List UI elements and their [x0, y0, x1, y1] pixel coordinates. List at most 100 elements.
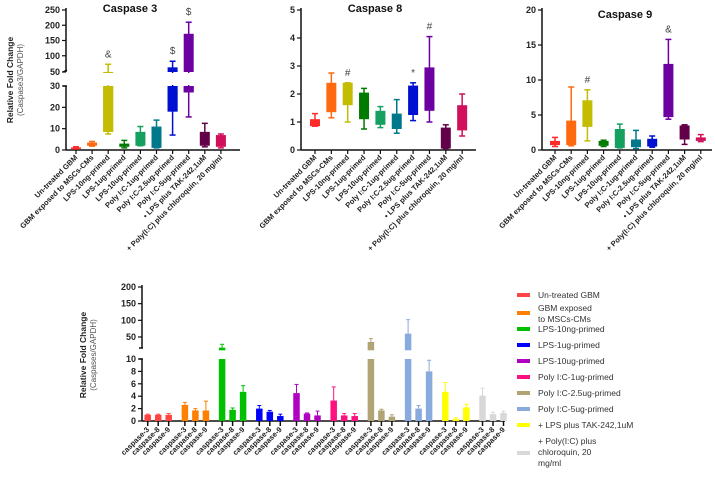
- significance-mark: #: [345, 68, 351, 79]
- box-3: [119, 139, 130, 149]
- box: [135, 131, 146, 146]
- bar-upper: [404, 333, 412, 351]
- legend-label: chloroquin, 20: [538, 447, 592, 457]
- bar: [229, 409, 236, 421]
- box: [342, 82, 353, 106]
- bar: [452, 419, 460, 421]
- box-1: [566, 86, 577, 147]
- bar-lower: [218, 359, 226, 421]
- box: [326, 82, 337, 113]
- box-lower: [167, 86, 178, 112]
- box-4: [375, 105, 386, 129]
- significance-mark: #: [427, 22, 433, 33]
- box-upper: [167, 67, 178, 72]
- axis-break-gap: [166, 73, 179, 85]
- box: [119, 143, 130, 147]
- bar: [479, 395, 486, 421]
- box-lower: [103, 86, 114, 132]
- box: [424, 67, 435, 111]
- legend-swatch: [517, 293, 530, 297]
- box-7: [182, 21, 195, 118]
- bar: [351, 416, 358, 421]
- legend-label: LPS-1ug-primed: [538, 340, 600, 350]
- y-tick-label: 200: [45, 20, 60, 30]
- box-8: [199, 122, 210, 148]
- bar-upper: [367, 341, 375, 351]
- box-6: [647, 135, 658, 148]
- bar: [165, 414, 172, 421]
- bar: [463, 407, 470, 421]
- y-tick-label: 2: [290, 89, 295, 99]
- bar: [388, 416, 396, 421]
- y-tick-label: 50: [50, 67, 60, 77]
- box: [375, 110, 386, 125]
- box-9: [695, 133, 706, 143]
- y-tick-label: 30: [50, 81, 60, 91]
- box-0: [550, 136, 560, 148]
- box-9: [457, 93, 468, 137]
- bar: [154, 414, 162, 421]
- legend-label: + Poly(I:C) plus: [538, 436, 596, 446]
- box-9: [215, 133, 226, 149]
- box: [310, 119, 320, 127]
- bar: [181, 404, 189, 421]
- bar: [500, 412, 507, 421]
- y-tick-label: 5: [290, 5, 295, 15]
- legend-label: mg/ml: [538, 458, 561, 468]
- bar: [192, 410, 199, 421]
- box-7: [424, 35, 435, 123]
- y-tick-label: 0: [55, 145, 60, 155]
- bar: [239, 391, 247, 421]
- y-tick-label: 100: [121, 315, 136, 325]
- axis-break-gap: [102, 73, 115, 85]
- y-tick-label: 6: [131, 379, 136, 389]
- legend-swatch: [517, 311, 530, 315]
- significance-mark: #: [585, 75, 591, 86]
- box-7: [663, 38, 674, 120]
- bar-lower: [404, 359, 412, 421]
- box-1: [87, 140, 98, 147]
- box-3: [598, 139, 609, 148]
- significance-mark: &: [665, 24, 672, 35]
- significance-mark: $: [186, 7, 192, 18]
- y-tick-label: 10: [526, 75, 536, 85]
- bar: [144, 414, 151, 421]
- y-axis-label: Relative Fold Change: [78, 312, 88, 399]
- legend-swatch: [517, 451, 530, 455]
- box-0: [310, 112, 320, 127]
- bar: [330, 400, 337, 421]
- y-tick-label: 10: [50, 124, 60, 134]
- y-tick-label: 250: [45, 5, 60, 15]
- bar: [303, 413, 311, 421]
- legend-label: LPS-10ng-primed: [538, 324, 605, 334]
- significance-mark: $: [170, 46, 176, 57]
- box: [614, 129, 625, 148]
- bar: [293, 393, 300, 421]
- box: [151, 126, 162, 148]
- box-3: [359, 87, 370, 130]
- bar: [266, 411, 274, 421]
- significance-mark: *: [411, 68, 415, 79]
- box: [408, 85, 419, 115]
- y-tick-label: 4: [131, 391, 136, 401]
- y-tick-label: 150: [121, 299, 136, 309]
- y-tick-label: 0: [531, 145, 536, 155]
- y-axis-sublabel: (Caspases/GAPDH): [89, 319, 98, 391]
- box-5: [151, 119, 162, 149]
- box: [598, 140, 609, 146]
- legend-label: Poly I:C-2.5ug-primed: [538, 388, 621, 398]
- y-tick-label: 2: [131, 404, 136, 414]
- bar: [489, 414, 497, 421]
- y-tick-label: 20: [526, 5, 536, 15]
- chart-title: Caspase 9: [598, 9, 652, 21]
- box-8: [679, 124, 690, 146]
- box-1: [326, 72, 337, 119]
- y-tick-label: 0: [290, 145, 295, 155]
- legend-swatch: [517, 423, 530, 427]
- box-6: [408, 82, 419, 122]
- legend-swatch: [517, 375, 530, 379]
- bar: [277, 416, 284, 421]
